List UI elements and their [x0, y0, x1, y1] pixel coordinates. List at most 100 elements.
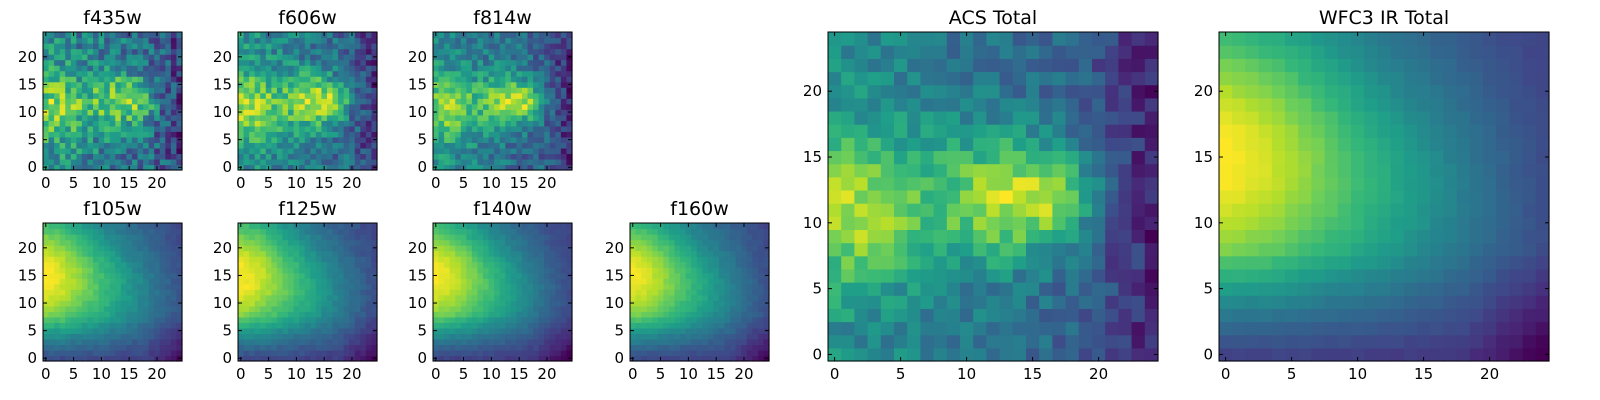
heatmap-cell: [560, 294, 568, 301]
heatmap-cell: [332, 109, 339, 116]
heatmap-cell: [471, 311, 479, 318]
heatmap-cell: [460, 109, 467, 116]
heatmap-cell: [143, 142, 150, 149]
heatmap-cell: [254, 278, 261, 285]
heatmap-cell: [466, 305, 473, 312]
heatmap-cell: [249, 272, 256, 279]
heatmap-cell: [93, 355, 100, 362]
heatmap-cell: [65, 272, 72, 279]
heatmap-cell: [176, 125, 183, 132]
heatmap-cell: [1065, 295, 1080, 309]
heatmap-cell: [288, 305, 295, 312]
heatmap-cell: [326, 311, 334, 318]
heatmap-cell: [265, 81, 272, 88]
heatmap-cell: [433, 283, 440, 290]
heatmap-cell: [1026, 295, 1040, 309]
heatmap-cell: [471, 125, 479, 132]
heatmap-cell: [946, 334, 961, 349]
heatmap-cell: [299, 98, 306, 105]
heatmap-cell: [243, 125, 250, 132]
heatmap-cell: [630, 322, 637, 329]
heatmap-cell: [746, 344, 753, 351]
heatmap-cell: [746, 294, 753, 301]
heatmap-cell: [365, 59, 373, 66]
heatmap-cell: [154, 245, 161, 252]
heatmap-cell: [533, 81, 540, 88]
heatmap-cell: [243, 153, 250, 160]
heatmap-cell: [249, 92, 256, 99]
heatmap-cell: [299, 283, 306, 290]
heatmap-cell: [521, 311, 529, 318]
heatmap-cell: [154, 92, 161, 99]
heatmap-cell: [87, 164, 94, 171]
heatmap-cell: [730, 267, 737, 274]
x-tick-label: 10: [287, 365, 306, 383]
heatmap-cell: [326, 114, 334, 121]
y-tick-label: 10: [408, 103, 427, 121]
heatmap-cell: [674, 223, 681, 230]
heatmap-cell: [494, 250, 501, 257]
heatmap-cell: [657, 256, 664, 263]
heatmap-cell: [98, 142, 105, 149]
heatmap-cell: [81, 114, 89, 121]
heatmap-cell: [668, 355, 676, 362]
heatmap-cell: [98, 158, 105, 166]
heatmap-cell: [148, 278, 155, 285]
heatmap-cell: [566, 153, 573, 160]
heatmap-cell: [438, 333, 445, 340]
heatmap-cell: [1105, 176, 1119, 191]
heatmap-cell: [657, 261, 664, 268]
x-tick-label: 20: [147, 365, 166, 383]
heatmap-cell: [148, 114, 155, 121]
heatmap-cell: [516, 98, 523, 105]
heatmap-cell: [730, 289, 737, 296]
heatmap-cell: [349, 228, 356, 235]
heatmap-cell: [460, 311, 467, 318]
heatmap-cell: [343, 355, 350, 362]
heatmap-cell: [365, 92, 373, 99]
heatmap-cell: [326, 256, 334, 263]
heatmap-cell: [282, 311, 289, 318]
heatmap-cell: [433, 92, 440, 99]
heatmap-cell: [54, 250, 61, 257]
heatmap-cell: [483, 43, 490, 50]
heatmap-cell: [466, 272, 473, 279]
heatmap-cell: [920, 282, 935, 296]
heatmap-cell: [343, 65, 350, 72]
heatmap-cell: [438, 261, 445, 268]
heatmap-cell: [120, 54, 127, 61]
heatmap-cell: [288, 136, 295, 143]
heatmap-cell: [696, 223, 703, 230]
heatmap-cell: [521, 289, 529, 296]
heatmap-cell: [894, 334, 908, 349]
heatmap-cell: [516, 239, 523, 246]
heatmap-cell: [148, 54, 155, 61]
heatmap-cell: [1105, 229, 1119, 244]
heatmap-cell: [59, 92, 66, 99]
heatmap-cell: [544, 81, 551, 88]
heatmap-cell: [70, 250, 77, 257]
heatmap-cell: [304, 131, 311, 138]
heatmap-cell: [510, 333, 517, 340]
heatmap-cell: [652, 228, 659, 235]
heatmap-cell: [433, 261, 440, 268]
heatmap-cell: [483, 48, 490, 55]
heatmap-cell: [148, 355, 155, 362]
heatmap-cell: [288, 158, 295, 166]
heatmap-cell: [663, 272, 670, 279]
heatmap-cell: [499, 103, 506, 110]
heatmap-cell: [641, 223, 648, 230]
heatmap-cell: [646, 234, 653, 241]
heatmap-cell: [321, 109, 328, 116]
heatmap-cell: [438, 76, 445, 83]
heatmap-cell: [65, 294, 72, 301]
heatmap-cell: [120, 349, 127, 357]
heatmap-cell: [365, 223, 373, 230]
heatmap-cell: [288, 109, 295, 116]
heatmap-cell: [354, 76, 361, 83]
heatmap-cell: [293, 327, 300, 334]
heatmap-cell: [505, 114, 512, 121]
heatmap-cell: [946, 216, 961, 230]
heatmap-cell: [1065, 347, 1080, 362]
heatmap-cell: [276, 92, 284, 99]
